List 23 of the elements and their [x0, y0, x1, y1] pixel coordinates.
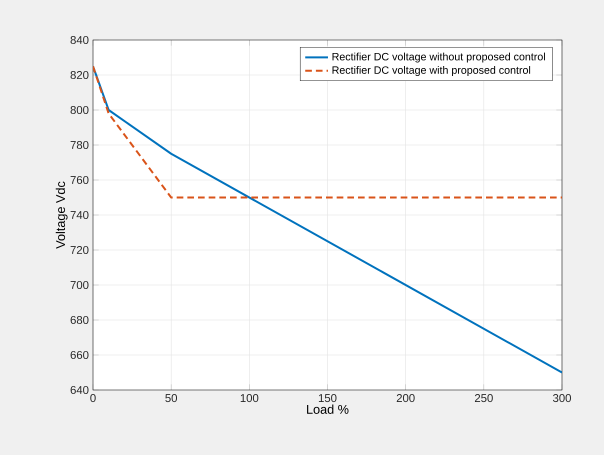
- y-tick-label: 740: [70, 211, 89, 220]
- y-tick-label: 720: [70, 246, 89, 254]
- x-tick-label: 50: [165, 394, 178, 402]
- x-tick-label: 250: [474, 394, 493, 402]
- legend-label: Rectifier DC voltage without proposed control: [332, 52, 545, 63]
- x-axis-title: Load %: [307, 404, 349, 414]
- y-tick-label: 660: [70, 351, 89, 360]
- y-tick-label: 700: [70, 280, 89, 290]
- y-tick-label: 840: [70, 36, 89, 44]
- line-series: [93, 65, 562, 374]
- y-tick-label: 680: [70, 316, 89, 324]
- legend-label: Rectifier DC voltage with proposed control: [332, 66, 530, 76]
- y-tick-label: 800: [70, 106, 89, 114]
- y-tick-label: 780: [70, 141, 89, 150]
- x-tick-label: 200: [396, 394, 415, 402]
- y-tick-label: 760: [70, 176, 89, 184]
- y-axis-title: Voltage Vdc: [56, 182, 68, 249]
- x-tick-label: 100: [240, 394, 258, 402]
- x-tick-label: 0: [90, 394, 96, 402]
- y-tick-label: 820: [70, 71, 89, 80]
- x-tick-label: 300: [552, 394, 571, 402]
- x-tick-label: 150: [318, 394, 336, 402]
- y-tick-label: 640: [70, 386, 89, 394]
